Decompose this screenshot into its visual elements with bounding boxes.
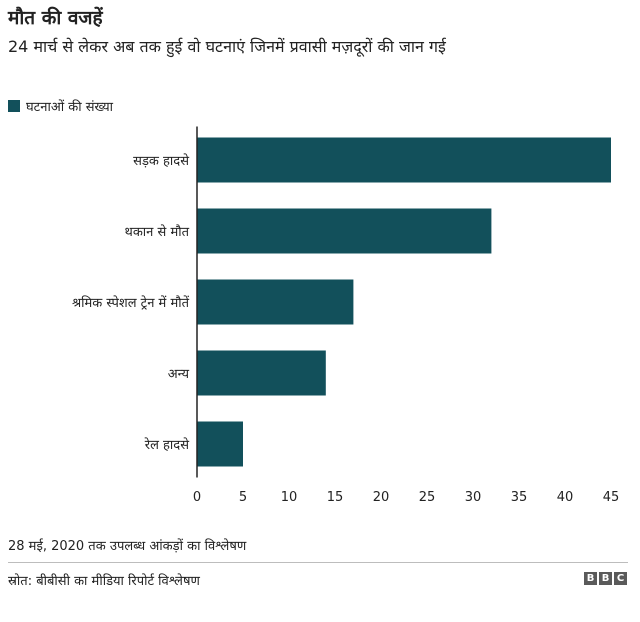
category-label: अन्य [168, 367, 190, 382]
bbc-logo-letter: C [614, 572, 627, 585]
bar [197, 350, 326, 396]
legend-swatch [8, 100, 20, 112]
category-label: रेल हादसे [144, 437, 189, 453]
x-tick-label: 20 [373, 490, 390, 505]
bbc-logo-letter: B [584, 572, 597, 585]
x-tick-label: 5 [239, 490, 247, 505]
bbc-logo: B B C [584, 572, 627, 585]
x-tick-label: 45 [603, 490, 620, 505]
footer-divider [8, 562, 628, 563]
category-label: थकान से मौत [125, 224, 190, 240]
bbc-logo-letter: B [599, 572, 612, 585]
bar [197, 208, 492, 254]
bar [197, 279, 354, 325]
x-tick-label: 35 [511, 490, 528, 505]
legend-label: घटनाओं की संख्या [26, 100, 114, 115]
bar [197, 421, 243, 467]
x-tick-label: 40 [557, 490, 574, 505]
source-text: स्रोत: बीबीसी का मीडिया रिपोर्ट विश्लेषण [8, 574, 200, 589]
x-tick-label: 30 [465, 490, 482, 505]
x-tick-label: 15 [327, 490, 344, 505]
chart-subtitle: 24 मार्च से लेकर अब तक हुई वो घटनाएं जिन… [8, 37, 446, 56]
bar [197, 137, 611, 183]
legend: घटनाओं की संख्या [8, 97, 113, 115]
x-tick-label: 10 [281, 490, 298, 505]
category-label: सड़क हादसे [133, 153, 189, 169]
data-note: 28 मई, 2020 तक उपलब्ध आंकड़ों का विश्लेष… [8, 539, 247, 554]
chart-title: मौत की वजहें [8, 7, 103, 29]
category-label: श्रमिक स्पेशल ट्रेन में मौतें [72, 295, 190, 311]
x-tick-label: 25 [419, 490, 436, 505]
x-tick-label: 0 [193, 490, 201, 505]
